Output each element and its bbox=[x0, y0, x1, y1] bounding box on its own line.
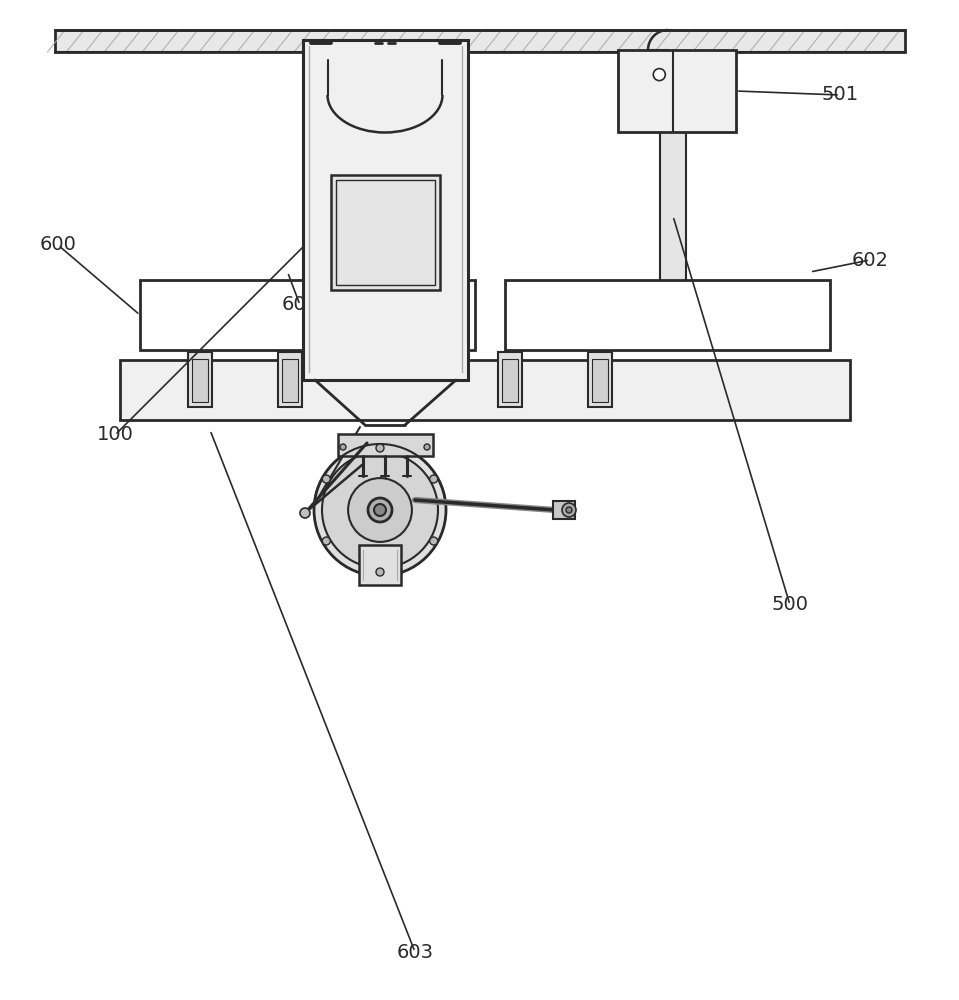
Circle shape bbox=[348, 478, 412, 542]
Bar bbox=[660, 52, 686, 340]
Bar bbox=[336, 180, 435, 285]
Bar bbox=[55, 30, 905, 52]
Text: 601: 601 bbox=[282, 296, 318, 314]
Text: 602: 602 bbox=[852, 250, 888, 269]
Text: 603: 603 bbox=[396, 942, 433, 962]
Circle shape bbox=[562, 503, 576, 517]
Bar bbox=[338, 434, 433, 456]
Text: 501: 501 bbox=[822, 86, 858, 104]
Text: 100: 100 bbox=[97, 426, 133, 444]
Circle shape bbox=[376, 568, 384, 576]
Circle shape bbox=[374, 504, 386, 516]
Bar bbox=[331, 175, 440, 290]
Bar bbox=[553, 501, 575, 519]
Bar bbox=[359, 545, 401, 585]
Circle shape bbox=[430, 475, 437, 483]
Circle shape bbox=[322, 537, 330, 545]
Circle shape bbox=[430, 537, 437, 545]
Circle shape bbox=[314, 444, 446, 576]
Bar bbox=[120, 360, 850, 420]
Bar bbox=[498, 352, 522, 407]
Bar bbox=[192, 359, 208, 402]
Bar bbox=[505, 280, 830, 350]
Circle shape bbox=[566, 507, 572, 513]
Text: 500: 500 bbox=[771, 595, 808, 614]
Circle shape bbox=[322, 452, 438, 568]
Bar bbox=[140, 280, 475, 350]
Circle shape bbox=[653, 69, 666, 81]
Bar bbox=[592, 359, 608, 402]
Circle shape bbox=[300, 508, 310, 518]
Bar bbox=[278, 352, 302, 407]
Bar bbox=[618, 50, 736, 132]
Bar bbox=[282, 359, 298, 402]
Circle shape bbox=[424, 444, 430, 450]
Bar bbox=[188, 352, 212, 407]
Circle shape bbox=[340, 444, 346, 450]
Text: 600: 600 bbox=[39, 235, 77, 254]
Circle shape bbox=[376, 444, 384, 452]
Bar bbox=[303, 40, 468, 380]
Circle shape bbox=[322, 475, 330, 483]
Circle shape bbox=[368, 498, 392, 522]
Bar bbox=[502, 359, 518, 402]
Bar bbox=[648, 50, 668, 52]
Bar bbox=[588, 352, 612, 407]
